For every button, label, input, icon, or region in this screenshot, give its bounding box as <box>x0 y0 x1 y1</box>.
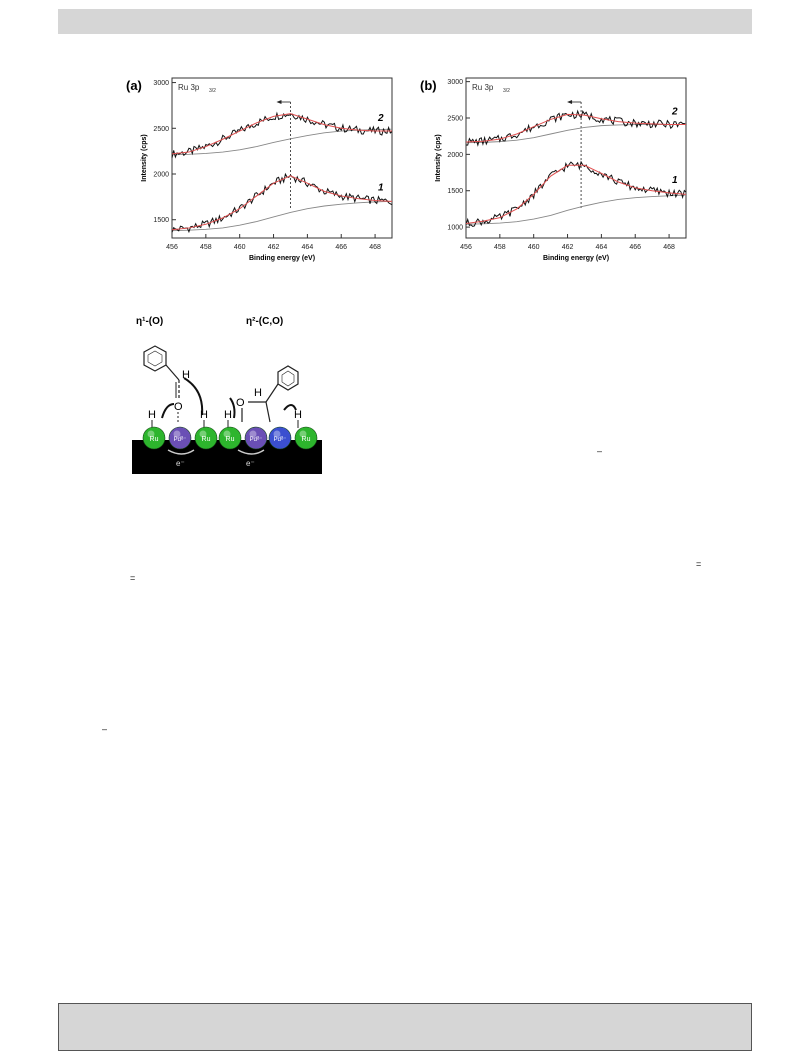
atom-label: Pdᵟ⁻ <box>250 436 263 443</box>
curve-label: 1 <box>378 183 384 194</box>
xps-chart-a: 456 458 460 462 464 466 468 1500 2000 2500 3000 Bin… <box>118 70 398 270</box>
atom-highlight <box>249 430 257 438</box>
stray-mark-2: = <box>696 559 702 569</box>
y-tick-label: 2000 <box>447 152 463 159</box>
data-line <box>465 160 687 228</box>
panel-label: (b) <box>420 78 437 93</box>
plot-frame <box>171 77 393 239</box>
pd-atom <box>268 426 292 450</box>
y-tick-label: 1500 <box>447 188 463 195</box>
atom-h-1: H <box>148 409 156 421</box>
inset-subscript: 3/2 <box>503 88 510 94</box>
benzene-ring-left <box>143 345 167 372</box>
atom-highlight <box>223 430 231 438</box>
atom-h-aldehyde: H <box>182 369 190 381</box>
atom-label: Ru <box>150 436 159 443</box>
fit-line <box>171 175 393 231</box>
atom-label: Ru <box>226 436 235 443</box>
atom-label: Ru <box>302 436 311 443</box>
curve-label: 2 <box>671 107 678 118</box>
curve-label: 1 <box>672 175 678 186</box>
panel-label: (a) <box>126 78 142 93</box>
x-axis-label: Binding energy (eV) <box>543 255 609 262</box>
x-tick-label: 458 <box>494 244 506 251</box>
x-tick-label: 462 <box>562 244 574 251</box>
data-line <box>465 109 687 147</box>
x-tick-label: 466 <box>335 244 347 251</box>
ru-atom <box>218 426 242 450</box>
stray-mark-1: – <box>597 446 603 456</box>
benzene-ring-right <box>277 365 299 391</box>
y-tick-label: 3000 <box>153 80 169 87</box>
background-line <box>465 194 687 225</box>
atom-row: Ru Pdᵟ⁻ Ru Ru Pdᵟ⁻ Pdᵟ⁻ Ru <box>142 426 318 450</box>
x-tick-label: 462 <box>268 244 280 251</box>
atom-h-4: H <box>294 409 302 421</box>
x-axis-label: Binding energy (eV) <box>249 255 315 262</box>
plot-frame <box>465 77 687 239</box>
ru-atom <box>142 426 166 450</box>
background-line <box>171 128 393 156</box>
y-tick-label: 2000 <box>153 172 169 179</box>
atom-highlight <box>147 430 155 438</box>
pd-atom <box>168 426 192 450</box>
electron-label-right: e⁻ <box>246 459 255 468</box>
electron-label-left: e⁻ <box>176 459 185 468</box>
y-tick-label: 1000 <box>447 225 463 232</box>
x-tick-label: 456 <box>166 244 178 251</box>
atom-highlight <box>299 430 307 438</box>
scheme-label-eta1: η¹-(O) <box>136 316 163 327</box>
xps-chart-a-svg: 456 458 460 462 464 466 468 1500 2000 2500 3000 Bin… <box>126 77 393 262</box>
atom-h-3: H <box>224 409 232 421</box>
fit-line <box>465 113 686 143</box>
x-tick-label: 460 <box>528 244 540 251</box>
atom-highlight <box>173 430 181 438</box>
page-header-bar <box>58 9 752 34</box>
fit-line <box>465 164 687 224</box>
pd-atom <box>244 426 268 450</box>
data-line <box>171 111 393 159</box>
y-tick-label: 1500 <box>153 217 169 224</box>
x-tick-label: 466 <box>629 244 641 251</box>
atom-highlight <box>273 430 281 438</box>
inset-subscript: 3/2 <box>209 88 216 94</box>
shift-arrow-head <box>276 100 282 104</box>
atom-h-carbon: H <box>254 387 262 399</box>
scheme-label-eta2: η²-(C,O) <box>246 316 283 327</box>
background-line <box>171 200 393 232</box>
atom-o-left: O <box>174 401 183 413</box>
atom-o-right: O <box>236 397 245 409</box>
stray-mark-3: = <box>130 573 136 583</box>
shift-arrow-head <box>567 100 573 104</box>
atom-h-2: H <box>200 409 208 421</box>
y-axis-label: Intensity (cps) <box>435 134 442 181</box>
x-tick-label: 468 <box>369 244 381 251</box>
x-tick-label: 458 <box>200 244 212 251</box>
fit-line <box>171 113 392 155</box>
data-line <box>171 172 393 234</box>
y-tick-label: 2500 <box>447 116 463 123</box>
x-tick-label: 456 <box>460 244 472 251</box>
inset-label: Ru 3p <box>178 83 200 92</box>
y-tick-label: 3000 <box>447 79 463 86</box>
xps-chart-b-svg: 456 458 460 462 464 466 468 1000 1500 2000 2500 300… <box>420 77 687 262</box>
atom-highlight <box>199 430 207 438</box>
x-tick-label: 468 <box>663 244 675 251</box>
curve-label: 2 <box>377 113 384 124</box>
y-tick-label: 2500 <box>153 126 169 133</box>
x-tick-label: 464 <box>302 244 314 251</box>
x-tick-label: 464 <box>596 244 608 251</box>
y-axis-label: Intensity (cps) <box>141 134 148 181</box>
xps-chart-b: 456 458 460 462 464 466 468 1000 1500 2000 2500 300… <box>412 70 692 270</box>
atom-label: Pdᵟ⁻ <box>174 436 187 443</box>
ru-atom <box>294 426 318 450</box>
adsorption-scheme: η¹-(O) η²-(C,O) H O H H H O H H Ru P <box>124 310 334 480</box>
page-footer-box <box>58 1003 752 1051</box>
inset-label: Ru 3p <box>472 83 494 92</box>
atom-label: Ru <box>202 436 211 443</box>
stray-mark-4: – <box>102 724 108 734</box>
ru-atom <box>194 426 218 450</box>
x-tick-label: 460 <box>234 244 246 251</box>
atom-label: Pdᵟ⁻ <box>274 436 287 443</box>
